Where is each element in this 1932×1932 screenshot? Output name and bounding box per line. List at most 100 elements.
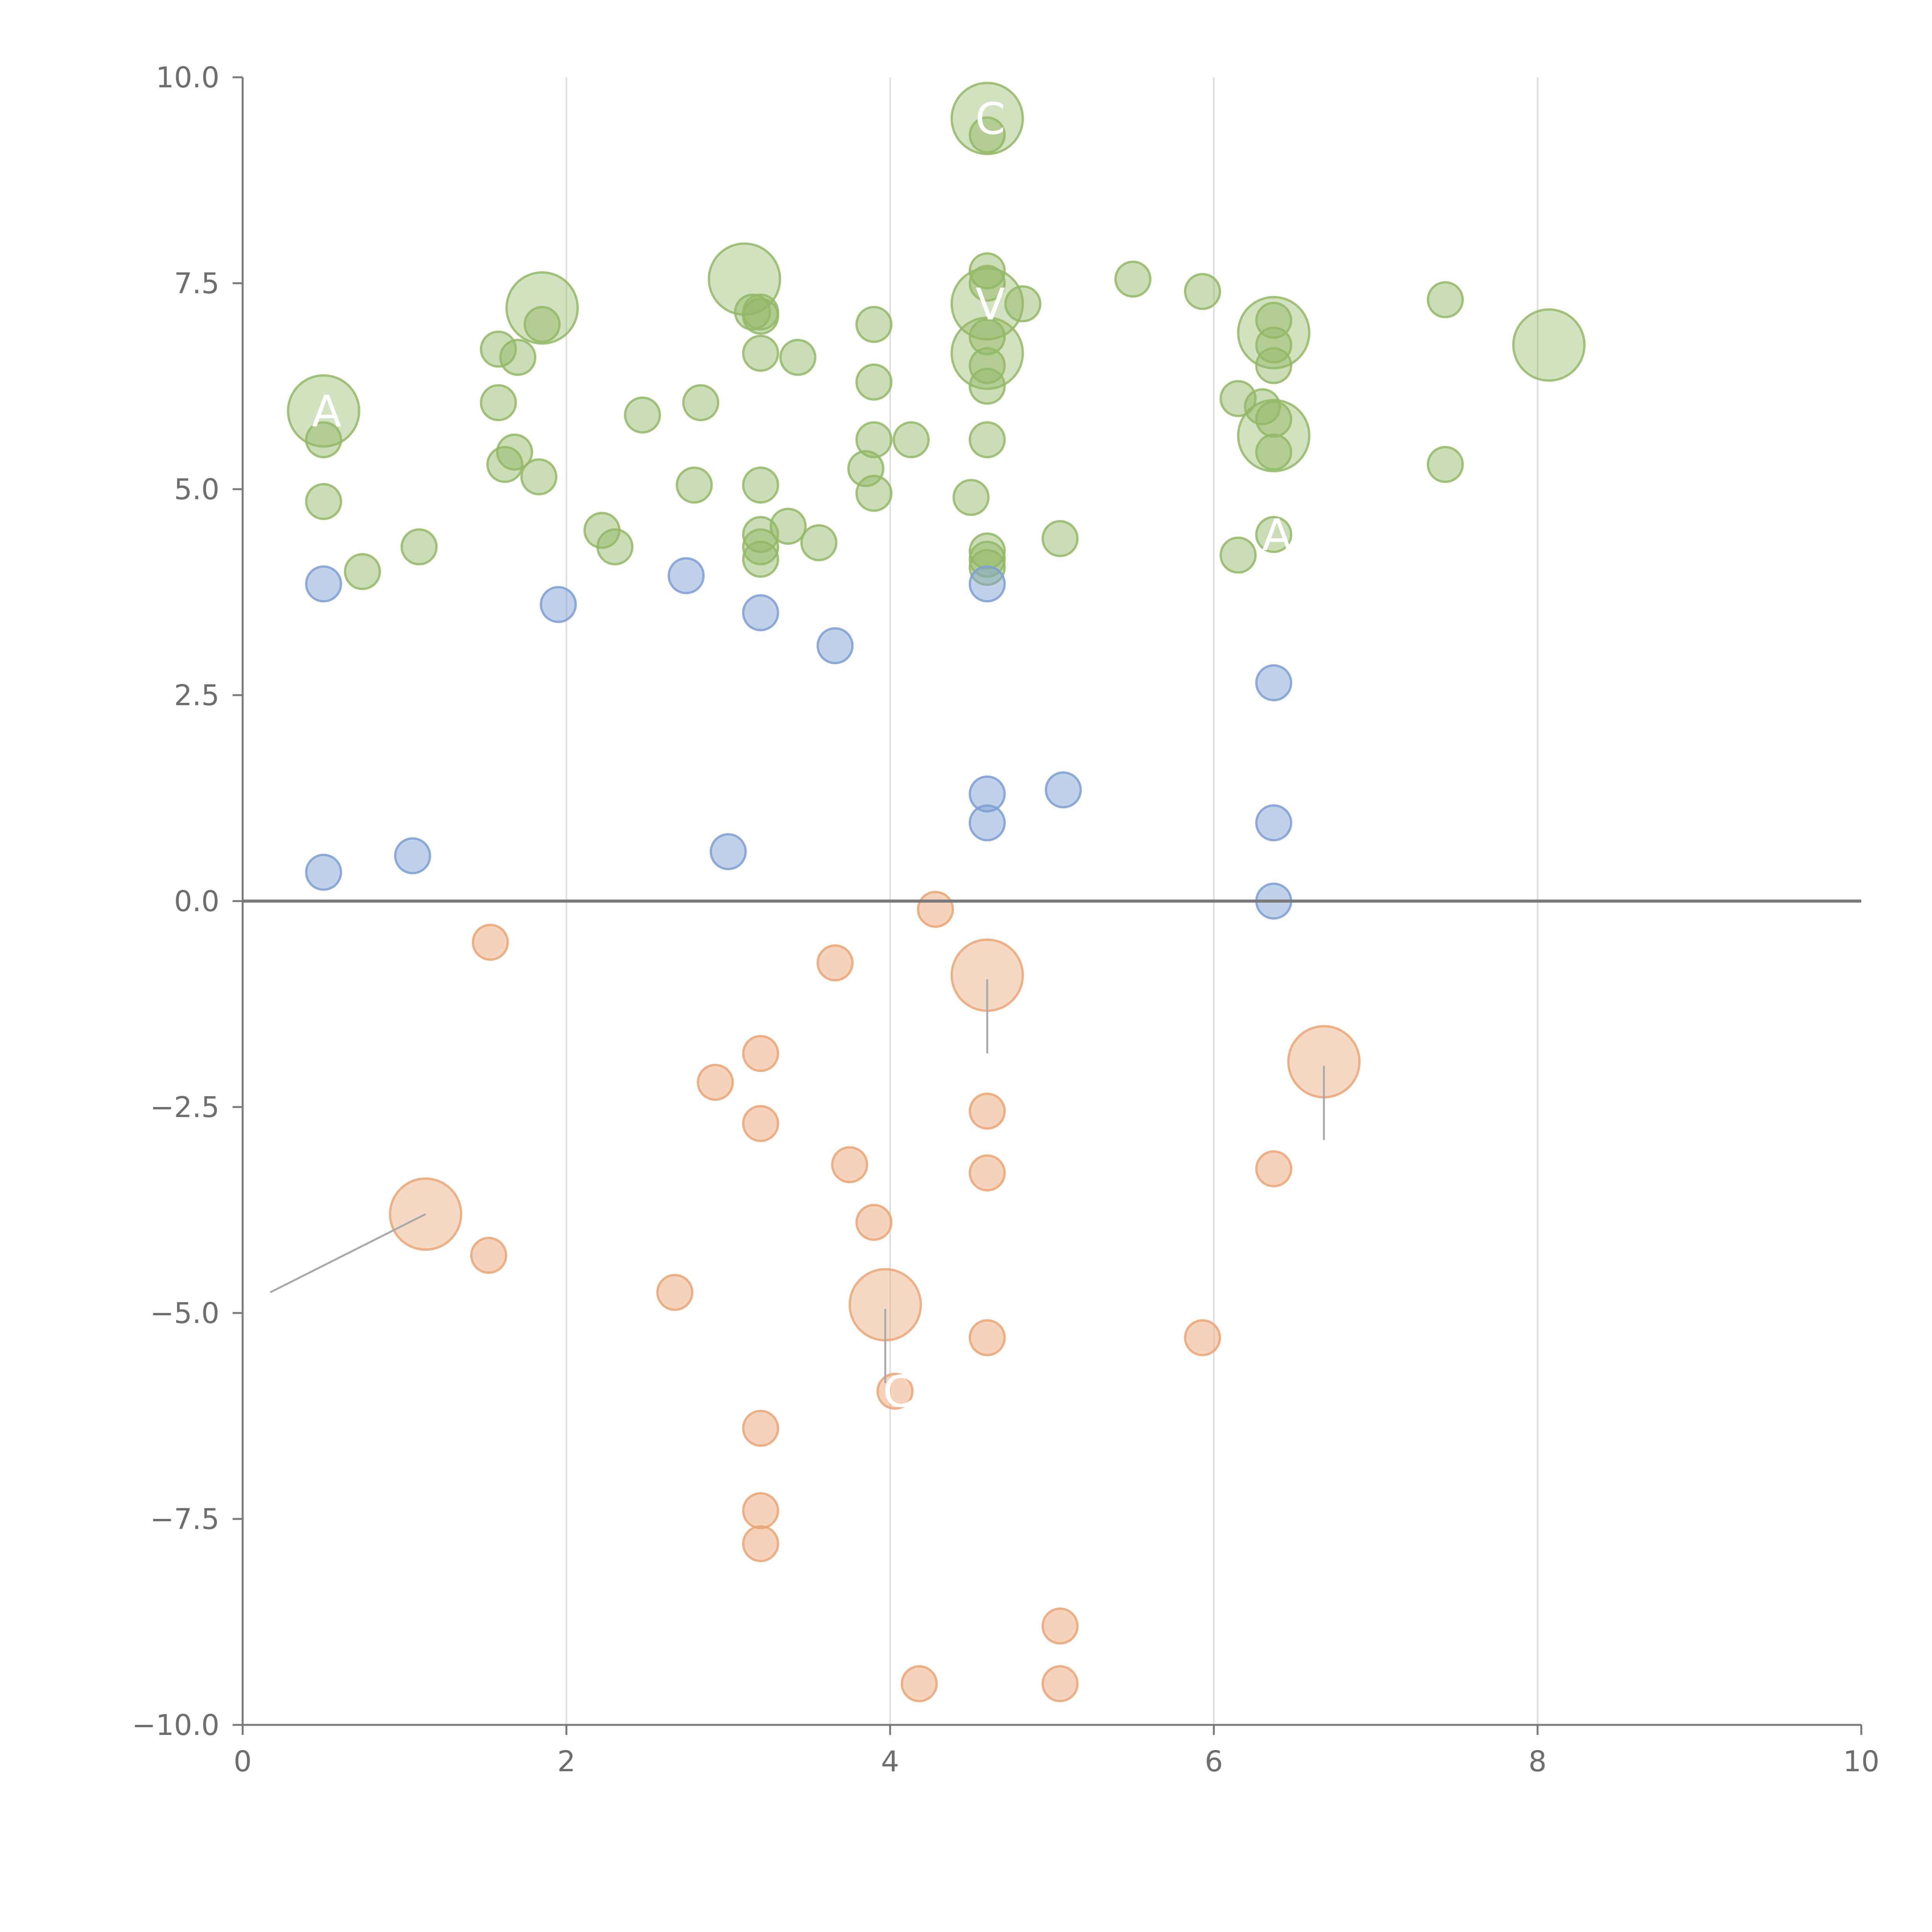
point-label: V <box>976 279 1005 330</box>
point-green <box>305 483 342 520</box>
x-tick-label: 8 <box>1529 1745 1547 1778</box>
point-blue <box>968 775 1006 813</box>
point-green <box>968 116 1006 154</box>
point-green <box>1255 434 1293 471</box>
point-green <box>742 335 779 372</box>
point-green <box>968 265 1006 302</box>
point-labels: C V A A C <box>270 94 1325 1417</box>
point-orange <box>742 1105 779 1142</box>
point-label: C <box>975 94 1005 145</box>
point-label: C <box>883 1367 913 1417</box>
point-label: A <box>1262 510 1292 560</box>
y-tick-label: −7.5 <box>150 1503 219 1536</box>
y-tick-label: 7.5 <box>174 267 219 300</box>
point-green <box>1184 273 1221 310</box>
point-green <box>800 524 838 561</box>
point-green <box>742 466 779 504</box>
point-green <box>1237 296 1311 369</box>
point-orange <box>917 891 954 928</box>
point-green <box>1255 347 1293 384</box>
point-blue <box>816 627 854 665</box>
point-green <box>400 528 438 566</box>
point-orange <box>1255 1150 1293 1187</box>
point-green <box>480 384 517 422</box>
point-green <box>480 330 517 368</box>
point-green <box>675 466 713 504</box>
point-orange <box>831 1146 868 1184</box>
point-green <box>287 374 361 448</box>
point-green <box>769 507 807 545</box>
point-green <box>1427 446 1464 483</box>
point-blue <box>305 854 342 891</box>
x-tick-label: 10 <box>1843 1745 1879 1778</box>
point-green <box>742 528 779 566</box>
point-green <box>742 293 779 331</box>
point-orange <box>470 1236 507 1274</box>
point-orange <box>876 1372 914 1410</box>
point-blue <box>667 557 705 594</box>
y-tick-label: −5.0 <box>150 1297 219 1330</box>
point-orange <box>742 1492 779 1529</box>
point-green <box>523 306 561 343</box>
point-blue <box>742 594 779 631</box>
leader-line <box>270 1213 426 1293</box>
point-green <box>499 338 537 376</box>
point-blue <box>539 586 577 623</box>
point-green <box>952 479 990 516</box>
point-green <box>742 541 779 578</box>
y-tick-label: 2.5 <box>174 679 219 712</box>
point-green <box>486 446 524 483</box>
point-orange <box>968 1319 1006 1356</box>
point-label: A <box>312 386 342 437</box>
point-green <box>1427 281 1464 318</box>
point-green <box>950 316 1024 390</box>
point-green <box>682 384 719 422</box>
point-blue <box>1255 804 1293 842</box>
point-green <box>968 318 1006 355</box>
point-green <box>1255 326 1293 364</box>
point-green <box>1219 380 1257 417</box>
point-orange <box>697 1064 734 1101</box>
point-green <box>344 553 381 590</box>
axes: 0 2 4 6 8 10 10.0 7.5 5.0 2.5 0.0 −2.5 −5.0 −7.5 −10.0 <box>132 61 1879 1778</box>
point-orange <box>742 1035 779 1072</box>
point-green <box>1114 260 1151 298</box>
point-green <box>779 338 816 376</box>
point-blue <box>968 804 1006 842</box>
point-green <box>596 528 634 566</box>
point-green <box>496 434 533 471</box>
point-orange <box>742 1410 779 1447</box>
point-green <box>968 421 1006 459</box>
data-points <box>287 82 1586 1702</box>
point-orange <box>742 1525 779 1562</box>
point-orange <box>855 1204 893 1241</box>
x-tick-label: 2 <box>557 1745 575 1778</box>
x-tick-label: 6 <box>1205 1745 1223 1778</box>
point-blue <box>1044 771 1082 809</box>
x-tick-label: 0 <box>233 1745 252 1778</box>
point-green <box>1219 536 1257 574</box>
point-orange <box>816 944 854 981</box>
point-blue <box>709 833 747 871</box>
point-blue <box>968 565 1006 603</box>
y-tick-label: 0.0 <box>174 885 219 918</box>
point-green <box>520 458 558 496</box>
point-green <box>968 347 1006 384</box>
point-green <box>1041 520 1079 557</box>
point-green <box>855 474 893 512</box>
point-orange <box>1041 1665 1079 1702</box>
x-tick-label: 4 <box>881 1745 899 1778</box>
y-tick-label: −10.0 <box>132 1709 219 1742</box>
point-green <box>1255 516 1293 553</box>
point-green <box>968 367 1006 405</box>
point-blue <box>1255 664 1293 702</box>
point-orange <box>471 923 509 961</box>
point-green <box>1004 285 1042 323</box>
point-green <box>855 363 893 401</box>
point-green <box>847 450 884 487</box>
point-green <box>305 421 342 459</box>
point-green <box>855 306 893 343</box>
point-blue <box>305 565 342 603</box>
